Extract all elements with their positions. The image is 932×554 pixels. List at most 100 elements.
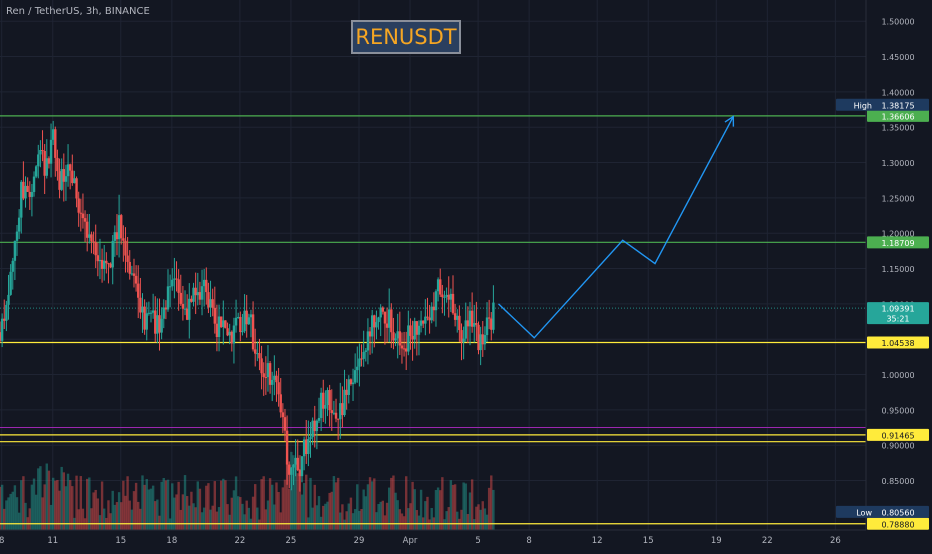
candle-body <box>145 313 148 330</box>
level-price-label-bg <box>867 517 929 530</box>
candle-body <box>68 164 72 171</box>
volume-bar <box>128 500 131 530</box>
candle-body <box>298 470 302 477</box>
volume-bar <box>173 497 176 530</box>
candle-body <box>343 389 346 416</box>
volume-bar <box>43 484 46 530</box>
volume-bar <box>413 489 416 530</box>
volume-bar <box>37 468 40 530</box>
projection-path <box>498 116 734 339</box>
candle-body <box>319 392 323 418</box>
volume-bar <box>353 509 357 530</box>
candle-body <box>275 375 278 383</box>
candle-body <box>39 150 42 155</box>
volume-bar <box>217 507 221 530</box>
candle-body <box>443 296 446 298</box>
volume-bar <box>326 501 329 530</box>
volume-bar <box>251 496 255 530</box>
y-tick-label: 1.00000 <box>881 371 914 380</box>
volume-bar <box>443 519 446 530</box>
candle-body <box>254 349 257 354</box>
candle-body <box>362 351 365 359</box>
volume-bar <box>149 488 153 530</box>
candle-body <box>51 129 55 140</box>
volume-bar <box>15 497 19 530</box>
volume-bar <box>3 508 6 530</box>
volume-bar <box>162 477 165 530</box>
candle-body <box>219 316 223 328</box>
volume-bar <box>460 509 463 530</box>
volume-bar <box>415 510 419 530</box>
volume-bar <box>394 492 397 530</box>
volume-bar <box>5 500 8 530</box>
volume-bar <box>94 489 97 530</box>
volume-bar <box>177 481 180 530</box>
x-tick-label: 12 <box>592 536 603 546</box>
volume-bar <box>264 509 268 530</box>
level-price-label: 0.78880 <box>881 520 914 529</box>
x-tick-label: 8 <box>0 536 4 546</box>
candle-body <box>456 315 459 320</box>
candle-body <box>302 439 306 457</box>
candle-body <box>162 307 165 319</box>
volume-bar <box>330 491 333 530</box>
candle-body <box>492 302 495 330</box>
volume-bar <box>479 509 482 530</box>
volume-bar <box>358 510 361 530</box>
volume-bar <box>28 508 31 530</box>
candle-body <box>211 299 214 308</box>
candle-body <box>188 298 191 320</box>
y-tick-label: 1.20000 <box>881 230 914 239</box>
candle-body <box>322 392 325 409</box>
candle-body <box>400 345 404 349</box>
candle-body <box>132 273 136 276</box>
volume-bar <box>381 500 385 530</box>
high-marker-text: High <box>854 101 872 110</box>
candle-body <box>66 164 70 177</box>
candle-body <box>13 240 17 261</box>
candle-body <box>228 331 231 336</box>
candle-body <box>447 294 450 300</box>
candle-body <box>347 379 350 395</box>
volume-bar <box>115 502 119 530</box>
volume-bar <box>268 478 272 530</box>
volume-bar <box>285 459 289 530</box>
y-tick-label: 0.90000 <box>881 442 914 451</box>
volume-bar <box>356 484 359 530</box>
level-price-label-bg <box>867 236 929 249</box>
x-tick-label: 22 <box>234 536 245 546</box>
level-price-label-bg <box>867 336 929 349</box>
candle-body <box>60 169 63 190</box>
level-price-label-bg <box>867 428 929 441</box>
candle-body <box>149 312 153 314</box>
candle-body <box>381 307 385 312</box>
candle-body <box>430 306 433 321</box>
candle-body <box>311 420 314 438</box>
candle-body <box>190 298 193 302</box>
volume-bar <box>51 477 55 530</box>
candle-body <box>458 315 461 331</box>
candle-body <box>449 293 453 300</box>
countdown-label: 35:21 <box>886 315 909 324</box>
volume-bar <box>428 519 431 530</box>
candle-body <box>81 213 85 219</box>
volume-bar <box>487 487 491 530</box>
candle-body <box>245 310 248 325</box>
volume-bar <box>151 485 155 530</box>
candle-body <box>126 255 129 262</box>
volume-bar <box>392 475 395 530</box>
volume-bar <box>183 475 187 530</box>
candle-body <box>373 315 376 328</box>
candle-body <box>409 325 412 336</box>
x-tick-label: 22 <box>762 536 773 546</box>
candle-body <box>462 338 465 343</box>
x-tick-label: 18 <box>166 536 177 546</box>
candle-body <box>158 315 161 333</box>
y-tick-label: 1.40000 <box>881 88 914 97</box>
candle-body <box>256 353 259 355</box>
volume-bar <box>194 507 197 530</box>
level-price-label: 1.36606 <box>881 112 914 121</box>
candle-body <box>339 403 342 420</box>
low-marker-value: 0.80560 <box>881 508 914 517</box>
